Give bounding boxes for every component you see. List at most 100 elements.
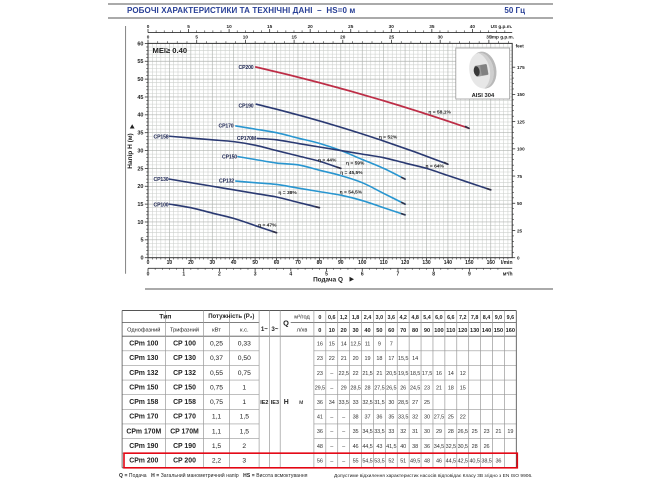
svg-text:Допустиме відхилення характери: Допустиме відхилення характеристик насос… bbox=[334, 473, 532, 479]
svg-text:14: 14 bbox=[448, 371, 454, 377]
svg-text:15: 15 bbox=[267, 24, 273, 29]
svg-text:16: 16 bbox=[436, 371, 442, 377]
svg-text:м³/год: м³/год bbox=[294, 315, 310, 321]
svg-text:140: 140 bbox=[444, 260, 453, 266]
svg-text:η = 54,5%: η = 54,5% bbox=[340, 190, 363, 196]
svg-text:7: 7 bbox=[390, 342, 393, 348]
svg-text:55: 55 bbox=[137, 59, 143, 65]
svg-text:35: 35 bbox=[137, 131, 143, 137]
svg-text:0,75: 0,75 bbox=[210, 399, 223, 406]
svg-text:2: 2 bbox=[218, 272, 221, 278]
svg-text:25: 25 bbox=[348, 24, 354, 29]
svg-text:–: – bbox=[330, 371, 334, 377]
svg-text:32,5: 32,5 bbox=[362, 400, 372, 406]
svg-text:30,5: 30,5 bbox=[458, 444, 468, 450]
svg-text:feet: feet bbox=[516, 44, 525, 49]
svg-text:10: 10 bbox=[167, 260, 173, 266]
svg-text:7,2: 7,2 bbox=[459, 315, 467, 321]
svg-text:21: 21 bbox=[376, 371, 382, 377]
svg-text:–: – bbox=[342, 429, 346, 435]
svg-text:24,5: 24,5 bbox=[410, 385, 420, 391]
svg-text:29: 29 bbox=[436, 429, 442, 435]
svg-text:20: 20 bbox=[341, 328, 347, 334]
svg-text:20: 20 bbox=[353, 356, 359, 362]
svg-text:23: 23 bbox=[317, 371, 323, 377]
svg-text:CP130: CP130 bbox=[154, 177, 169, 183]
svg-text:Q = Подача H = Загальний ман: Q = Подача H = Загальний манометричний н… bbox=[119, 472, 308, 479]
svg-text:28: 28 bbox=[448, 429, 454, 435]
svg-text:20: 20 bbox=[308, 24, 314, 29]
svg-text:MEI≥ 0.40: MEI≥ 0.40 bbox=[153, 46, 188, 55]
svg-text:32,5: 32,5 bbox=[446, 444, 456, 450]
svg-text:29,5: 29,5 bbox=[315, 385, 325, 391]
svg-text:–: – bbox=[342, 444, 346, 450]
svg-text:l/min: l/min bbox=[501, 260, 513, 266]
svg-text:CPm 158: CPm 158 bbox=[129, 399, 158, 406]
svg-text:30: 30 bbox=[389, 24, 395, 29]
svg-text:CP150: CP150 bbox=[222, 155, 237, 161]
svg-text:26,5: 26,5 bbox=[458, 429, 468, 435]
svg-text:49,5: 49,5 bbox=[410, 458, 420, 464]
svg-text:26: 26 bbox=[400, 385, 406, 391]
svg-text:46: 46 bbox=[436, 458, 442, 464]
svg-text:1,8: 1,8 bbox=[352, 315, 360, 321]
svg-text:25: 25 bbox=[137, 166, 143, 172]
svg-text:36: 36 bbox=[424, 444, 430, 450]
svg-text:40: 40 bbox=[364, 328, 370, 334]
svg-text:12,5: 12,5 bbox=[350, 342, 360, 348]
svg-text:40,5: 40,5 bbox=[469, 458, 479, 464]
svg-text:25: 25 bbox=[424, 400, 430, 406]
svg-text:38: 38 bbox=[353, 415, 359, 421]
svg-text:50 Гц: 50 Гц bbox=[504, 6, 525, 15]
svg-text:CP 170M: CP 170M bbox=[170, 428, 199, 435]
svg-text:100: 100 bbox=[517, 147, 525, 152]
svg-text:1: 1 bbox=[182, 272, 185, 278]
svg-text:22: 22 bbox=[329, 356, 335, 362]
svg-text:30: 30 bbox=[352, 328, 358, 334]
svg-text:CP190: CP190 bbox=[239, 104, 254, 110]
svg-text:150: 150 bbox=[465, 260, 474, 266]
svg-text:0: 0 bbox=[318, 328, 321, 334]
svg-text:Q: Q bbox=[283, 318, 289, 327]
svg-text:CP170M: CP170M bbox=[237, 136, 256, 142]
svg-text:–: – bbox=[342, 415, 346, 421]
svg-text:15: 15 bbox=[329, 342, 335, 348]
svg-text:36: 36 bbox=[376, 415, 382, 421]
svg-text:38,5: 38,5 bbox=[481, 458, 491, 464]
svg-text:10: 10 bbox=[329, 328, 335, 334]
svg-text:19: 19 bbox=[365, 356, 371, 362]
svg-text:30: 30 bbox=[388, 400, 394, 406]
svg-text:9: 9 bbox=[468, 272, 471, 278]
svg-text:CP 132: CP 132 bbox=[173, 370, 196, 377]
svg-text:40: 40 bbox=[470, 24, 476, 29]
svg-text:48: 48 bbox=[317, 444, 323, 450]
svg-text:РОБОЧІ ХАРАКТЕРИСТИКИ ТА ТЕХНІ: РОБОЧІ ХАРАКТЕРИСТИКИ ТА ТЕХНІЧНІ ДАНІ –… bbox=[127, 6, 355, 15]
svg-text:10: 10 bbox=[243, 34, 249, 39]
svg-text:CP170: CP170 bbox=[219, 123, 234, 129]
svg-text:–: – bbox=[330, 458, 334, 464]
svg-text:60: 60 bbox=[274, 260, 280, 266]
svg-text:6,0: 6,0 bbox=[435, 315, 443, 321]
svg-text:η = 44%: η = 44% bbox=[318, 157, 337, 163]
svg-text:к.с.: к.с. bbox=[240, 328, 249, 334]
svg-text:1,5: 1,5 bbox=[212, 443, 222, 450]
svg-text:21: 21 bbox=[341, 356, 347, 362]
svg-text:18: 18 bbox=[376, 356, 382, 362]
svg-text:25: 25 bbox=[389, 34, 395, 39]
svg-text:IE2: IE2 bbox=[260, 400, 268, 406]
svg-text:70: 70 bbox=[295, 260, 301, 266]
svg-text:42,5: 42,5 bbox=[458, 458, 468, 464]
svg-text:CPm 132: CPm 132 bbox=[129, 370, 158, 377]
svg-text:46: 46 bbox=[353, 444, 359, 450]
svg-text:14: 14 bbox=[341, 342, 347, 348]
svg-text:12: 12 bbox=[460, 371, 466, 377]
svg-text:50: 50 bbox=[252, 260, 258, 266]
svg-text:160: 160 bbox=[487, 260, 496, 266]
svg-text:1: 1 bbox=[242, 384, 246, 391]
svg-text:0,37: 0,37 bbox=[210, 355, 223, 362]
svg-text:6: 6 bbox=[361, 272, 364, 278]
svg-text:Imp g.p.m.: Imp g.p.m. bbox=[491, 34, 514, 39]
svg-text:кВт: кВт bbox=[212, 328, 221, 334]
svg-text:28,5: 28,5 bbox=[398, 400, 408, 406]
svg-text:0,33: 0,33 bbox=[238, 341, 251, 348]
